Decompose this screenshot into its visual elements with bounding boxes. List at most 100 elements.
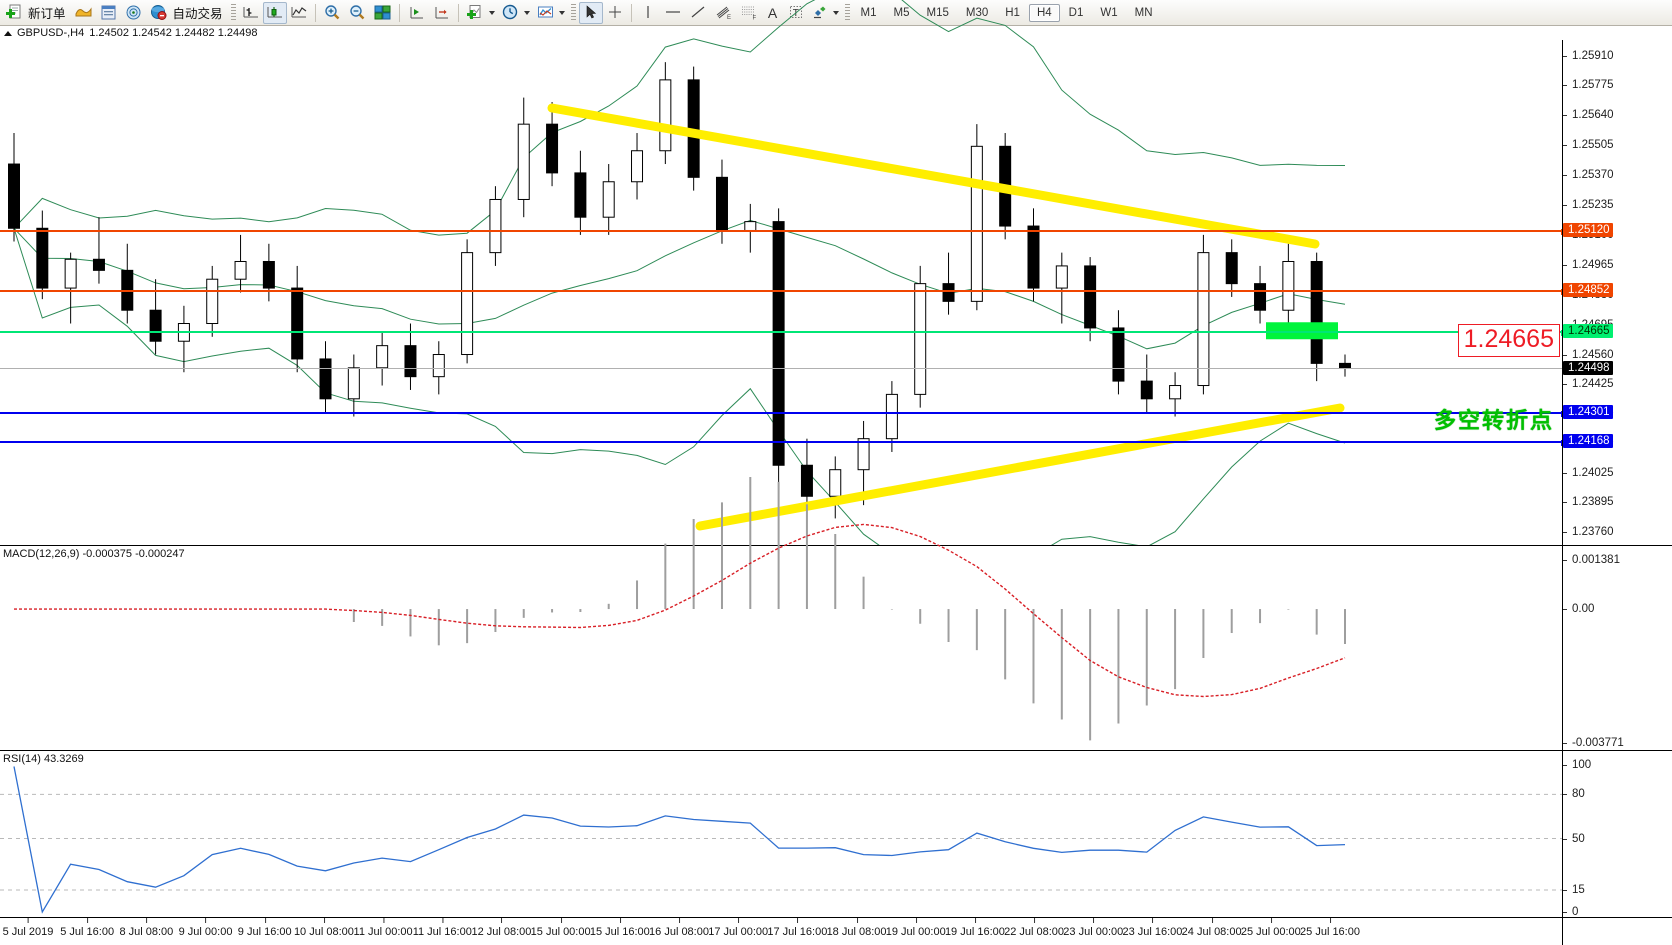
candlestick-chart-button[interactable] [262, 1, 287, 24]
uptrend-line[interactable] [695, 403, 1345, 531]
downtrend-line[interactable] [547, 103, 1320, 249]
time-axis[interactable]: 5 Jul 2019 5 Jul 16:00 8 Jul 08:00 9 Jul 00… [0, 917, 1562, 945]
candlestick[interactable] [8, 133, 20, 242]
macd-canvas[interactable] [0, 476, 1562, 751]
candlestick[interactable] [1169, 372, 1182, 417]
candlestick[interactable] [262, 243, 275, 302]
horizontal-line-button[interactable] [660, 2, 686, 24]
price-level-badge-support[interactable]: 1.24168 [1563, 434, 1613, 449]
candlestick[interactable] [744, 203, 757, 253]
candlestick[interactable] [1339, 354, 1351, 377]
crosshair-button[interactable] [603, 2, 627, 24]
candlestick[interactable] [631, 133, 644, 200]
timeframe-mn[interactable]: MN [1134, 6, 1153, 19]
indicators-button[interactable] [463, 2, 498, 24]
candlestick[interactable] [829, 456, 842, 519]
objects-list-button[interactable] [808, 2, 842, 24]
candlestick[interactable] [121, 243, 134, 324]
price-level-badge-resistance[interactable]: 1.24852 [1563, 282, 1613, 297]
chevron-down-icon[interactable] [832, 10, 839, 15]
price-level-badge-current-price[interactable]: 1.24498 [1563, 361, 1613, 376]
line-chart-button[interactable] [287, 2, 311, 24]
candlestick[interactable] [1112, 310, 1125, 395]
horizontal-level-1.24168[interactable] [0, 440, 1567, 447]
candlestick[interactable] [1254, 265, 1267, 324]
shift-end-button[interactable] [404, 2, 429, 24]
horizontal-level-1.24301[interactable] [0, 410, 1567, 417]
candlestick[interactable] [404, 323, 417, 390]
candlestick[interactable] [1055, 252, 1068, 324]
candlestick[interactable] [800, 438, 813, 514]
candlestick[interactable] [1197, 234, 1210, 395]
horizontal-level-1.25120[interactable] [0, 229, 1567, 236]
candlestick[interactable] [857, 420, 870, 506]
candlestick[interactable] [36, 210, 49, 300]
timeframe-m30[interactable]: M30 [965, 6, 989, 19]
candlestick[interactable] [1084, 257, 1097, 342]
candlestick[interactable] [319, 341, 332, 413]
candlestick[interactable] [772, 208, 785, 483]
timeframe-d1[interactable]: D1 [1068, 6, 1084, 19]
zoom-out-button[interactable] [345, 2, 370, 24]
horizontal-level-1.24665[interactable] [0, 330, 1567, 337]
templates-button[interactable] [533, 2, 568, 24]
pivot-highlight-box[interactable] [1266, 322, 1338, 340]
candlestick[interactable] [489, 186, 502, 266]
new-order-button[interactable]: 新订单 [3, 2, 71, 24]
price-level-badge-support[interactable]: 1.24301 [1563, 404, 1613, 419]
candlestick[interactable] [432, 341, 445, 395]
candlestick[interactable] [517, 97, 530, 218]
timeframe-m15[interactable]: M15 [926, 6, 949, 19]
bar-chart-button[interactable] [239, 2, 263, 24]
data-window-button[interactable] [96, 2, 121, 24]
candlestick[interactable] [1140, 354, 1153, 413]
equidistant-channel-button[interactable]: E [710, 2, 736, 24]
horizontal-level-1.24852[interactable] [0, 288, 1567, 295]
terminal-button[interactable]: 自动交易 [146, 2, 228, 24]
price-axis[interactable]: 1.25910 1.25775 1.25640 1.25505 1.25370 1.252… [1562, 40, 1672, 545]
price-chart-canvas[interactable] [0, 0, 1562, 560]
candlestick[interactable] [574, 150, 587, 235]
chevron-down-icon[interactable] [488, 10, 495, 15]
candlestick[interactable] [234, 234, 247, 293]
navigator-button[interactable] [121, 2, 146, 24]
tile-windows-button[interactable] [370, 2, 395, 24]
price-chart-pane[interactable]: 1.24665 多空转折点 1.25910 1.25775 1.25640 1.255… [0, 0, 1672, 560]
candlestick[interactable] [1310, 252, 1323, 382]
candlestick[interactable] [659, 62, 672, 165]
candlestick[interactable] [1027, 208, 1040, 302]
candlestick[interactable] [461, 239, 474, 364]
market-watch-button[interactable] [71, 2, 96, 24]
text-button[interactable]: A [762, 2, 784, 24]
candlestick[interactable] [1225, 239, 1238, 297]
price-level-badge-resistance[interactable]: 1.25120 [1563, 223, 1613, 238]
candlestick[interactable] [347, 354, 360, 417]
chevron-down-icon[interactable] [558, 10, 565, 15]
candlestick[interactable] [92, 217, 105, 284]
candlestick[interactable] [885, 381, 898, 452]
trendline-button[interactable] [686, 2, 710, 24]
candlestick[interactable] [546, 102, 559, 187]
vertical-line-button[interactable] [636, 2, 660, 24]
rsi-canvas[interactable] [0, 751, 1562, 918]
candlestick[interactable] [64, 252, 77, 324]
price-level-badge-pivot[interactable]: 1.24665 [1563, 324, 1613, 339]
rsi-pane[interactable]: RSI(14) 43.3269 100 80 50 15 0 5 Jul 2019 5 J… [0, 750, 1672, 945]
macd-pane[interactable]: MACD(12,26,9) -0.000375 -0.000247 0.0013… [0, 476, 1672, 751]
timeframe-m5[interactable]: M5 [893, 6, 910, 19]
toolbar-grip[interactable] [230, 3, 236, 22]
horizontal-level-1.24498[interactable] [0, 368, 1562, 370]
timeframe-m1[interactable]: M1 [860, 6, 877, 19]
macd-axis[interactable]: 0.001381 0.00 -0.003771 [1562, 546, 1672, 750]
rsi-axis[interactable]: 100 80 50 15 0 [1562, 751, 1672, 945]
zoom-in-button[interactable] [320, 2, 345, 24]
candlestick[interactable] [206, 265, 219, 337]
candlestick[interactable] [177, 305, 190, 373]
candlestick[interactable] [914, 265, 927, 408]
toolbar-grip[interactable] [570, 3, 576, 22]
candlestick[interactable] [1282, 243, 1295, 328]
candlestick[interactable] [942, 252, 955, 315]
timeframe-w1[interactable]: W1 [1100, 6, 1118, 19]
fibonacci-button[interactable]: F [736, 2, 762, 24]
toolbar-grip[interactable] [844, 3, 850, 22]
